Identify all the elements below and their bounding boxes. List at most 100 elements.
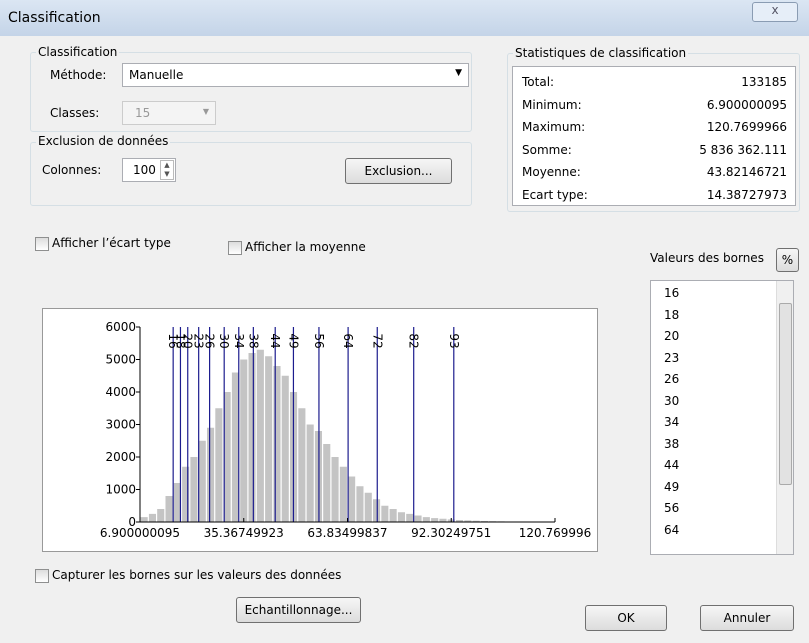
x-tick-label: 120.769996 [519, 526, 592, 540]
break-label: 38 [246, 333, 260, 348]
scrollbar[interactable] [776, 281, 793, 554]
method-label: Méthode: [50, 68, 107, 82]
bar [381, 505, 389, 522]
scroll-thumb[interactable] [779, 303, 792, 485]
bar [173, 483, 181, 522]
bar [256, 349, 264, 522]
bar [190, 457, 198, 522]
checkbox[interactable] [35, 237, 49, 251]
bar [373, 499, 381, 522]
bar [265, 356, 273, 522]
bar [306, 424, 314, 522]
y-tick-label: 1000 [105, 483, 136, 497]
y-tick-label: 2000 [105, 450, 136, 464]
bar [439, 518, 447, 522]
break-label: 23 [192, 333, 206, 348]
sampling-button[interactable]: Echantillonnage... [236, 597, 361, 623]
bar [281, 375, 289, 522]
group-legend: Classification [36, 45, 120, 59]
bar [231, 372, 240, 522]
ok-button[interactable]: OK [585, 605, 667, 631]
break-item: 20 [664, 329, 680, 343]
classes-value: 15 [135, 106, 151, 120]
stat-label: Ecart type: [522, 187, 588, 202]
bar [223, 392, 231, 522]
bar [331, 457, 339, 522]
group-legend: Exclusion de données [36, 134, 171, 148]
stat-label: Moyenne: [522, 165, 581, 179]
bar [364, 492, 372, 522]
break-label: 64 [341, 333, 355, 348]
stat-value: 133185 [741, 75, 787, 89]
break-item: 16 [664, 286, 680, 300]
break-item: 56 [664, 501, 680, 515]
bar [389, 509, 397, 522]
stat-value: 6.900000095 [706, 97, 787, 112]
break-item: 38 [664, 436, 680, 451]
bar [215, 408, 223, 522]
y-tick-label: 3000 [105, 418, 136, 432]
break-label: 44 [268, 333, 282, 348]
stat-value: 5 836 362.111 [699, 142, 787, 157]
bar [248, 353, 256, 522]
percent-button[interactable]: % [776, 248, 799, 272]
columns-value: 100 [133, 163, 156, 177]
bar [356, 486, 364, 522]
break-item: 26 [664, 372, 680, 386]
bar [464, 520, 472, 522]
cancel-button[interactable]: Annuler [700, 605, 794, 631]
dropdown-arrow: ▼ [202, 107, 209, 116]
exclusion-button[interactable]: Exclusion... [345, 158, 452, 184]
bar [323, 444, 331, 522]
break-label: 72 [370, 333, 384, 348]
bar [414, 515, 422, 522]
bar [397, 512, 406, 522]
stat-label: Minimum: [522, 97, 582, 112]
title-bar [0, 0, 809, 36]
breaks-title: Valeurs des bornes [650, 251, 764, 265]
break-item: 23 [664, 350, 680, 365]
stat-value: 43.82146721 [706, 165, 787, 179]
exclusion-group [30, 142, 472, 206]
y-tick-label: 6000 [105, 320, 136, 334]
bar [422, 517, 430, 522]
bar [431, 518, 439, 522]
break-label: 26 [203, 333, 217, 348]
x-tick-label: 6.900000095 [100, 526, 180, 540]
close-button[interactable]: x [752, 2, 798, 22]
bar [148, 513, 156, 522]
bar [240, 359, 248, 522]
bar [182, 466, 190, 522]
columns-label: Colonnes: [42, 163, 102, 177]
spinner-arrows[interactable]: ▲ ▼ [160, 160, 174, 180]
stat-value: 14.38727973 [706, 187, 787, 202]
breaks-list[interactable]: 16 18 20 23 26 30 34 38 44 49 56 64 [650, 280, 794, 555]
stat-label: Total: [522, 75, 555, 89]
break-label: 18 [173, 333, 187, 348]
break-label: 82 [407, 333, 421, 348]
y-tick-label: 5000 [105, 353, 136, 367]
break-item: 34 [664, 415, 680, 429]
bar [472, 520, 480, 522]
bar [207, 427, 215, 522]
stat-value: 120.7699966 [706, 120, 787, 134]
stat-label: Somme: [522, 142, 572, 157]
break-item: 30 [664, 393, 680, 408]
checkbox-label: Afficher la moyenne [245, 240, 366, 254]
break-label: 56 [312, 333, 326, 348]
columns-spinner[interactable]: 100 ▲ ▼ [122, 158, 176, 182]
break-item: 64 [664, 522, 680, 537]
checkbox[interactable] [35, 569, 49, 583]
bar [298, 408, 306, 522]
classes-label: Classes: [50, 106, 100, 120]
y-tick-label: 0 [128, 515, 136, 529]
bar [406, 513, 414, 522]
break-label: 20 [181, 333, 195, 348]
checkbox[interactable] [228, 241, 242, 255]
bar [339, 466, 347, 522]
method-dropdown[interactable]: Manuelle ▼ [122, 63, 469, 87]
window-title: Classification [8, 10, 101, 26]
break-label: 34 [232, 333, 246, 348]
bar [157, 509, 165, 522]
